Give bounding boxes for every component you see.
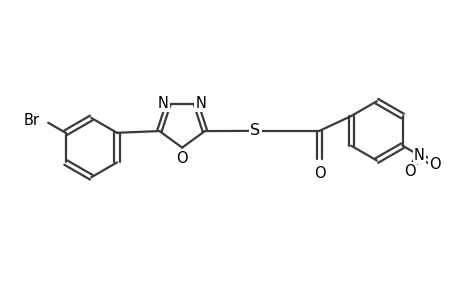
Text: O: O xyxy=(403,164,415,178)
Text: S: S xyxy=(250,123,260,138)
Text: N: N xyxy=(195,96,206,111)
Text: N: N xyxy=(413,148,424,163)
Text: Br: Br xyxy=(23,113,39,128)
Text: N: N xyxy=(157,96,168,111)
Text: O: O xyxy=(313,166,325,181)
Text: O: O xyxy=(428,157,440,172)
Text: O: O xyxy=(176,152,188,166)
